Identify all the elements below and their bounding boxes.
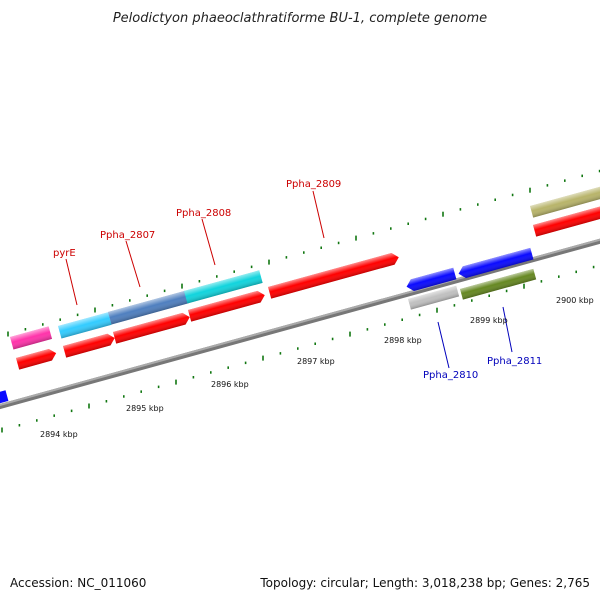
callout-Ppha_2809	[312, 190, 325, 239]
gene-label-Ppha_2811: Ppha_2811	[487, 356, 542, 367]
khaki-feature[interactable]	[530, 184, 600, 218]
cds-red-5[interactable]	[533, 204, 600, 237]
gene-label-Ppha_2809: Ppha_2809	[286, 179, 341, 190]
scale-label-2898: 2898 kbp	[384, 336, 422, 345]
Ppha_2810-feature[interactable]	[405, 267, 457, 293]
callout-Ppha_2811	[502, 306, 513, 353]
cds-red-4[interactable]	[188, 289, 266, 322]
scale-label-2899: 2899 kbp	[470, 316, 508, 325]
callout-pyrE	[65, 258, 78, 306]
left-blue-feature[interactable]	[0, 390, 9, 405]
grey-feature[interactable]	[408, 285, 460, 310]
olive-feature[interactable]	[460, 268, 537, 300]
cds-red-2[interactable]	[63, 332, 116, 358]
callout-Ppha_2810	[437, 321, 450, 369]
gene-labels: pyrE Ppha_2807 Ppha_2808 Ppha_2809 Ppha_…	[53, 179, 542, 381]
magenta-feature[interactable]	[10, 326, 53, 350]
Ppha_2809-feature[interactable]	[268, 251, 400, 299]
Ppha_2807-feature[interactable]	[108, 290, 189, 325]
Ppha_2811-feature[interactable]	[457, 247, 534, 280]
cds-red-3[interactable]	[113, 311, 191, 344]
pyrE-feature[interactable]	[58, 312, 112, 339]
forward-ticks	[7, 169, 600, 337]
scale-label-2896: 2896 kbp	[211, 380, 249, 389]
map-title: Pelodictyon phaeoclathratiforme BU-1, co…	[113, 11, 487, 26]
gene-label-pyrE: pyrE	[53, 248, 76, 259]
topology-label: Topology: circular; Length: 3,018,238 bp…	[260, 576, 590, 590]
callout-Ppha_2807	[125, 240, 141, 288]
features-layer	[0, 184, 600, 405]
Ppha_2808-feature[interactable]	[184, 270, 263, 304]
gene-label-Ppha_2807: Ppha_2807	[100, 230, 155, 241]
scale-labels: 2894 kbp 2895 kbp 2896 kbp 2897 kbp 2898…	[40, 296, 594, 439]
callout-lines	[65, 190, 513, 369]
scale-label-2895: 2895 kbp	[126, 404, 164, 413]
accession-label: Accession: NC_011060	[10, 576, 147, 590]
gene-label-Ppha_2808: Ppha_2808	[176, 208, 231, 219]
gene-label-Ppha_2810: Ppha_2810	[423, 370, 478, 381]
callout-Ppha_2808	[201, 218, 216, 266]
cds-red-1[interactable]	[16, 347, 58, 370]
scale-label-2894: 2894 kbp	[40, 430, 78, 439]
scale-label-2900: 2900 kbp	[556, 296, 594, 305]
scale-label-2897: 2897 kbp	[297, 357, 335, 366]
reverse-ticks	[1, 265, 595, 433]
